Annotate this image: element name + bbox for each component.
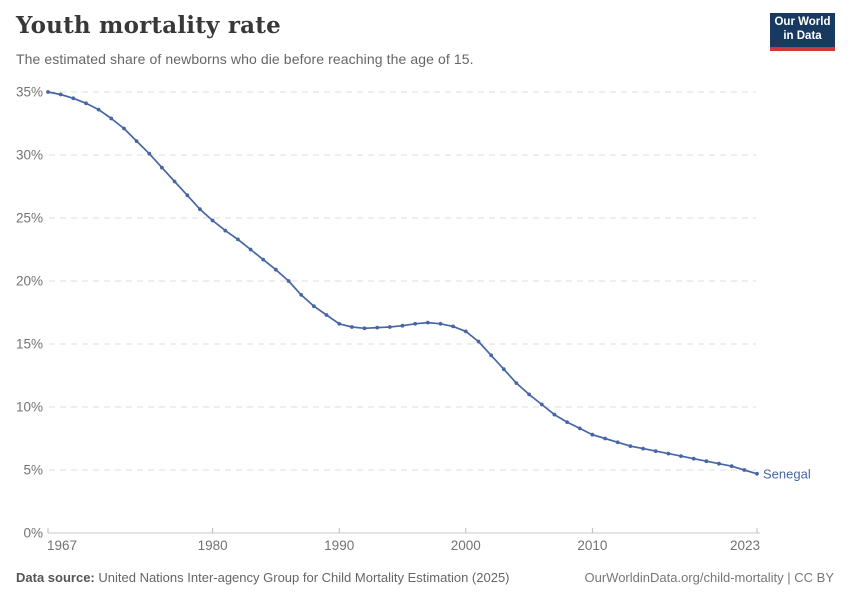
data-point-marker xyxy=(71,96,76,101)
x-tick-label: 1967 xyxy=(47,538,77,553)
owid-logo-line1: Our World xyxy=(774,16,831,29)
data-point-marker xyxy=(514,381,519,385)
data-point-marker xyxy=(312,304,316,309)
x-axis xyxy=(47,528,760,534)
data-source-text: United Nations Inter-agency Group for Ch… xyxy=(98,569,510,585)
data-point-marker xyxy=(362,326,367,331)
data-point-marker xyxy=(539,402,544,407)
data-point-marker xyxy=(666,451,671,456)
x-tick-label: 1980 xyxy=(198,538,228,553)
data-point-marker xyxy=(755,471,759,476)
data-point-marker xyxy=(425,320,430,325)
data-point-marker xyxy=(552,412,557,417)
data-point-marker xyxy=(210,218,215,223)
x-tick-label: 2000 xyxy=(451,538,481,553)
data-point-marker xyxy=(84,101,88,106)
data-point-marker xyxy=(286,279,291,283)
data-point-marker xyxy=(324,313,329,317)
chart-footer: Data source: United Nations Inter-agency… xyxy=(16,566,834,588)
y-tick-label: 25% xyxy=(16,211,43,226)
data-point-marker xyxy=(223,228,228,233)
data-point-marker xyxy=(641,446,645,451)
data-point-marker xyxy=(463,329,468,334)
y-tick-label: 15% xyxy=(16,337,43,352)
data-point-marker xyxy=(717,461,721,466)
data-point-marker xyxy=(134,139,139,144)
data-point-marker xyxy=(96,107,101,112)
gridlines xyxy=(49,91,756,471)
data-point-marker xyxy=(261,257,266,262)
data-point-marker xyxy=(704,459,709,464)
senegal-line[interactable] xyxy=(47,91,758,475)
data-point-marker xyxy=(400,323,405,328)
data-point-marker xyxy=(489,353,493,358)
data-point-marker xyxy=(185,193,190,198)
y-tick-label: 5% xyxy=(23,463,43,478)
chart-subtitle: The estimated share of newborns who die … xyxy=(16,51,474,67)
y-tick-label: 35% xyxy=(16,85,43,100)
data-point-marker xyxy=(122,126,126,131)
data-point-marker xyxy=(691,456,696,461)
data-point-marker xyxy=(248,247,253,252)
y-tick-label: 30% xyxy=(16,148,43,163)
y-tick-label: 10% xyxy=(16,400,43,415)
x-tick-label: 2010 xyxy=(577,538,607,553)
series-senegal[interactable] xyxy=(46,90,759,476)
data-point-marker xyxy=(438,321,443,326)
data-point-marker xyxy=(501,367,506,372)
data-point-marker xyxy=(109,116,114,121)
data-point-marker xyxy=(172,179,177,184)
data-point-marker xyxy=(198,207,202,212)
data-point-marker xyxy=(387,325,392,329)
data-point-marker xyxy=(299,293,304,297)
x-tick-label: 1990 xyxy=(324,538,354,553)
y-axis-labels: 0% 5% 10% 15% 20% 25% 30% 35% xyxy=(16,85,43,541)
x-tick-label: 2023 xyxy=(730,538,760,553)
data-point-marker xyxy=(147,151,152,156)
series-label-senegal[interactable]: Senegal xyxy=(763,466,811,481)
y-tick-label: 0% xyxy=(23,526,43,541)
page-title: Youth mortality rate xyxy=(16,12,281,39)
data-point-marker xyxy=(350,325,354,329)
footer-link[interactable]: OurWorldinData.org/child-mortality | CC … xyxy=(584,569,835,585)
series-end-label[interactable]: Senegal xyxy=(763,466,811,481)
data-point-marker xyxy=(236,237,240,242)
y-tick-label: 20% xyxy=(16,274,43,289)
data-point-marker xyxy=(337,321,342,326)
data-point-marker xyxy=(628,444,633,448)
data-point-marker xyxy=(274,267,278,272)
owid-logo-line2: in Data xyxy=(783,30,822,42)
owid-logo[interactable]: Our World in Data xyxy=(770,13,835,51)
data-point-marker xyxy=(577,426,582,431)
data-point-marker xyxy=(58,92,63,97)
data-point-marker xyxy=(413,321,418,326)
data-point-marker xyxy=(476,339,481,344)
data-point-marker xyxy=(160,165,164,170)
data-point-marker xyxy=(729,464,734,469)
data-point-marker xyxy=(451,324,455,329)
data-point-marker xyxy=(527,392,531,397)
data-source: Data source: United Nations Inter-agency… xyxy=(16,570,510,585)
x-axis-labels: 1967 1980 1990 2000 2010 2023 xyxy=(47,538,760,553)
data-point-marker xyxy=(653,449,658,453)
data-point-marker xyxy=(375,325,380,330)
data-point-marker xyxy=(603,436,607,441)
data-point-marker xyxy=(615,440,620,445)
data-source-label: Data source: xyxy=(16,569,95,585)
data-point-marker xyxy=(46,90,50,94)
data-point-marker xyxy=(590,432,595,437)
data-point-marker xyxy=(742,468,747,472)
data-point-marker xyxy=(565,420,569,424)
data-point-marker xyxy=(679,454,683,458)
